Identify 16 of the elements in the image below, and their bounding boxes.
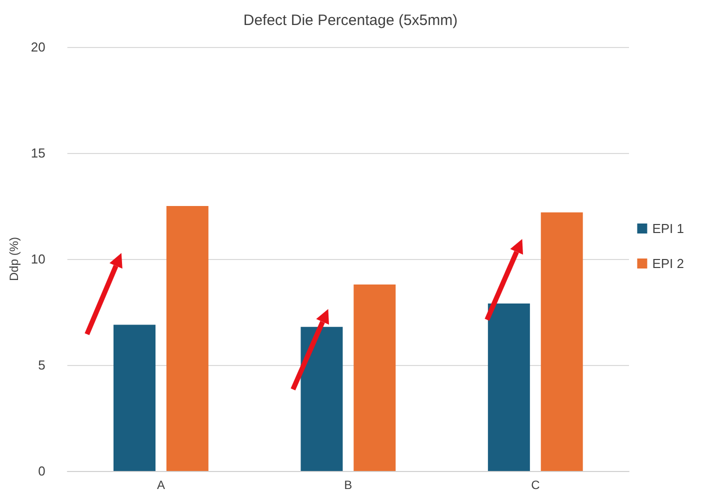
legend-label: EPI 2 bbox=[652, 256, 684, 271]
bar bbox=[540, 212, 583, 471]
x-tick-label: A bbox=[156, 478, 165, 492]
y-axis-title: Ddp (%) bbox=[7, 236, 21, 282]
x-tick-label: B bbox=[344, 478, 352, 492]
y-tick-label: 20 bbox=[30, 40, 46, 54]
bar bbox=[166, 206, 208, 471]
y-tick-label: 5 bbox=[38, 358, 46, 372]
bar bbox=[354, 284, 396, 471]
chart-title: Defect Die Percentage (5x5mm) bbox=[243, 12, 458, 29]
x-tick-label: C bbox=[531, 478, 540, 492]
bar bbox=[114, 324, 156, 471]
y-tick-label: 0 bbox=[38, 464, 46, 478]
y-tick-label: 10 bbox=[30, 252, 46, 266]
legend-label: EPI 1 bbox=[652, 221, 684, 236]
y-tick-label: 15 bbox=[30, 146, 46, 160]
